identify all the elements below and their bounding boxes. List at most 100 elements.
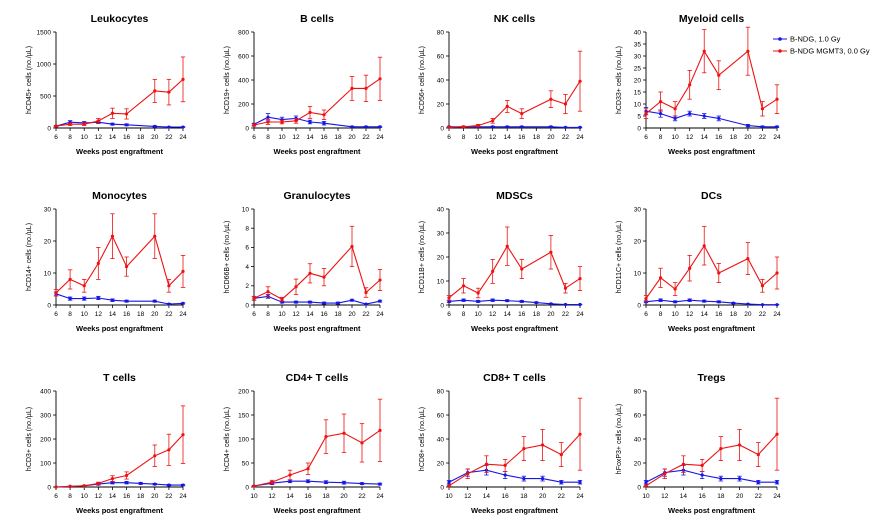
data-point xyxy=(364,86,368,90)
data-point xyxy=(266,120,270,124)
data-point xyxy=(717,271,721,275)
x-axis-label: Weeks post engraftment xyxy=(76,147,163,156)
y-tick-label: 200 xyxy=(238,388,249,395)
x-tick-label: 14 xyxy=(483,493,491,500)
x-tick-label: 10 xyxy=(81,493,89,500)
data-point xyxy=(578,277,582,281)
x-tick-label: 20 xyxy=(547,311,555,318)
data-point xyxy=(491,119,495,123)
data-point xyxy=(96,261,100,265)
y-axis-label: hCD33+ cells (no./µL) xyxy=(616,46,623,114)
data-point xyxy=(447,484,451,488)
data-point xyxy=(308,271,312,275)
data-point xyxy=(717,73,721,77)
x-axis-label: Weeks post engraftment xyxy=(471,506,558,515)
series-line xyxy=(448,80,581,128)
data-point xyxy=(644,480,648,484)
x-tick-label: 10 xyxy=(474,311,482,318)
data-point xyxy=(167,284,171,288)
x-tick-label: 22 xyxy=(759,311,767,318)
panel-monocytes: Monocytes 0 10 20 30 6 8 10 12 14 16 18 20 22 24 Weeks … xyxy=(26,190,187,333)
series-line xyxy=(55,293,184,305)
data-point xyxy=(658,276,663,280)
data-point xyxy=(737,443,742,447)
series-b-ndg-mgmt3 xyxy=(251,56,383,127)
data-point xyxy=(563,286,568,290)
y-tick-label: 0 xyxy=(47,125,51,132)
x-tick-label: 8 xyxy=(462,134,466,141)
data-point xyxy=(578,125,582,129)
x-tick-label: 14 xyxy=(504,311,512,318)
panel-myeloid-cells: Myeloid cells 0 5 10 15 20 25 30 35 40 6 8 10 12 14 16 1… xyxy=(616,13,781,156)
data-point xyxy=(181,301,185,305)
data-point xyxy=(350,244,354,249)
data-point xyxy=(124,112,129,116)
y-tick-label: 80 xyxy=(437,388,445,395)
data-point xyxy=(54,124,58,128)
y-tick-label: 40 xyxy=(634,29,642,36)
data-point xyxy=(288,473,292,477)
data-point xyxy=(760,303,765,307)
x-tick-label: 24 xyxy=(376,493,384,500)
x-tick-label: 22 xyxy=(558,493,566,500)
x-tick-label: 14 xyxy=(109,134,117,141)
y-tick-label: 2 xyxy=(245,283,249,290)
x-tick-label: 12 xyxy=(292,311,300,318)
y-tick-label: 200 xyxy=(238,101,249,108)
x-axis-label: Weeks post engraftment xyxy=(471,147,558,156)
data-point xyxy=(153,299,157,303)
x-tick-label: 8 xyxy=(68,311,72,318)
data-point xyxy=(68,297,72,301)
x-tick-label: 18 xyxy=(520,493,528,500)
y-tick-label: 15 xyxy=(634,89,642,96)
data-point xyxy=(167,302,171,306)
data-point xyxy=(360,482,364,486)
data-point xyxy=(252,123,256,127)
data-point xyxy=(719,447,723,451)
y-tick-label: 800 xyxy=(238,29,249,36)
data-point xyxy=(280,297,284,301)
data-point xyxy=(491,125,495,129)
data-point xyxy=(181,433,185,437)
data-point xyxy=(181,125,185,129)
y-tick-label: 20 xyxy=(437,254,445,261)
series-line xyxy=(55,234,184,294)
x-tick-label: 14 xyxy=(701,311,709,318)
y-tick-label: 0 xyxy=(47,484,51,491)
x-tick-label: 16 xyxy=(123,134,131,141)
x-tick-label: 18 xyxy=(717,493,725,500)
data-point xyxy=(484,462,489,466)
y-tick-label: 20 xyxy=(634,460,642,467)
y-tick-label: 400 xyxy=(238,77,249,84)
panel-title: Monocytes xyxy=(92,190,147,202)
data-point xyxy=(364,290,368,295)
y-axis-label: hCD8+ cells (no./µL) xyxy=(419,407,426,471)
y-tick-label: 500 xyxy=(40,93,51,100)
y-tick-label: 25 xyxy=(634,65,642,72)
series-line xyxy=(448,299,580,306)
x-tick-label: 22 xyxy=(759,134,767,141)
data-point xyxy=(82,122,86,126)
panel-leukocytes: Leukocytes 0 500 1000 1500 6 8 10 12 14 16 18 20 22 24… xyxy=(26,13,187,156)
panel-title: B cells xyxy=(300,13,334,25)
y-tick-label: 0 xyxy=(440,302,444,309)
series-b-ndg-mgmt3 xyxy=(446,397,583,488)
data-point xyxy=(658,100,663,104)
x-tick-label: 24 xyxy=(773,493,781,500)
x-tick-label: 18 xyxy=(533,134,541,141)
series-b-ndg-mgmt3 xyxy=(643,226,780,303)
data-point xyxy=(491,298,495,302)
x-tick-label: 20 xyxy=(151,311,159,318)
x-tick-label: 12 xyxy=(268,493,276,500)
series-b-ndg-mgmt3 xyxy=(446,226,583,301)
data-point xyxy=(663,472,667,476)
y-axis-label: hCD45+ cells (no./µL) xyxy=(26,46,33,114)
legend-red-marker xyxy=(778,49,782,53)
data-point xyxy=(153,482,157,486)
data-point xyxy=(68,484,72,488)
data-point xyxy=(476,124,480,128)
y-axis-label: hCD14+ cells (no./µL) xyxy=(26,223,33,291)
data-point xyxy=(522,477,526,481)
y-tick-label: 0 xyxy=(637,484,641,491)
